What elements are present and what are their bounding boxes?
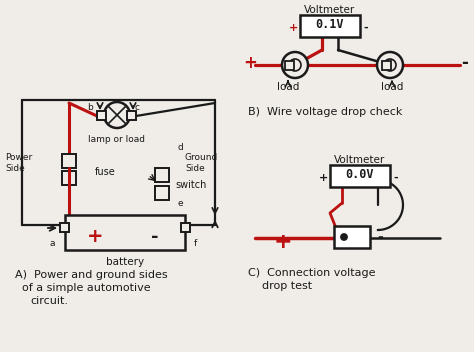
Text: 0.1V: 0.1V bbox=[316, 19, 344, 31]
Bar bbox=[334, 226, 370, 248]
Text: switch: switch bbox=[175, 180, 206, 190]
Bar bbox=[97, 111, 106, 120]
Text: -: - bbox=[393, 173, 398, 183]
Text: A)  Power and ground sides: A) Power and ground sides bbox=[15, 270, 168, 280]
Text: circuit.: circuit. bbox=[30, 296, 68, 306]
Bar bbox=[65, 215, 185, 250]
Text: -: - bbox=[462, 54, 468, 72]
Bar bbox=[127, 111, 136, 120]
Text: Power
Side: Power Side bbox=[5, 153, 32, 173]
Text: C)  Connection voltage: C) Connection voltage bbox=[248, 268, 375, 278]
Bar bbox=[155, 186, 169, 200]
Text: a: a bbox=[49, 239, 55, 247]
Bar bbox=[300, 15, 360, 37]
Text: Voltmeter: Voltmeter bbox=[304, 5, 356, 15]
Bar bbox=[285, 61, 294, 70]
Text: 0.0V: 0.0V bbox=[346, 169, 374, 182]
Circle shape bbox=[282, 52, 308, 78]
Text: -: - bbox=[377, 230, 383, 244]
Text: battery: battery bbox=[106, 257, 144, 267]
Text: e: e bbox=[178, 199, 183, 207]
Circle shape bbox=[341, 234, 347, 240]
Text: +: + bbox=[243, 54, 257, 72]
Text: +: + bbox=[87, 227, 103, 246]
Text: Ground
Side: Ground Side bbox=[185, 153, 218, 173]
Text: b: b bbox=[87, 102, 93, 112]
Text: +: + bbox=[319, 173, 328, 183]
Text: load: load bbox=[381, 82, 403, 92]
Circle shape bbox=[104, 102, 130, 128]
Text: f: f bbox=[193, 239, 197, 247]
Text: c: c bbox=[135, 102, 139, 112]
Text: -: - bbox=[363, 23, 368, 33]
Text: lamp or load: lamp or load bbox=[89, 135, 146, 144]
Text: load: load bbox=[277, 82, 299, 92]
Text: B)  Wire voltage drop check: B) Wire voltage drop check bbox=[248, 107, 402, 117]
Bar bbox=[382, 61, 391, 70]
Text: of a simple automotive: of a simple automotive bbox=[22, 283, 151, 293]
Bar bbox=[181, 223, 190, 232]
Bar bbox=[330, 165, 390, 187]
Text: fuse: fuse bbox=[95, 167, 116, 177]
Text: +: + bbox=[289, 23, 298, 33]
Bar bbox=[155, 168, 169, 182]
Circle shape bbox=[377, 52, 403, 78]
Bar bbox=[60, 223, 69, 232]
Text: -: - bbox=[151, 228, 159, 246]
Text: +: + bbox=[273, 232, 292, 252]
Text: Voltmeter: Voltmeter bbox=[334, 155, 386, 165]
Text: drop test: drop test bbox=[262, 281, 312, 291]
Text: d: d bbox=[178, 144, 184, 152]
Bar bbox=[62, 154, 76, 168]
Bar bbox=[62, 171, 76, 185]
